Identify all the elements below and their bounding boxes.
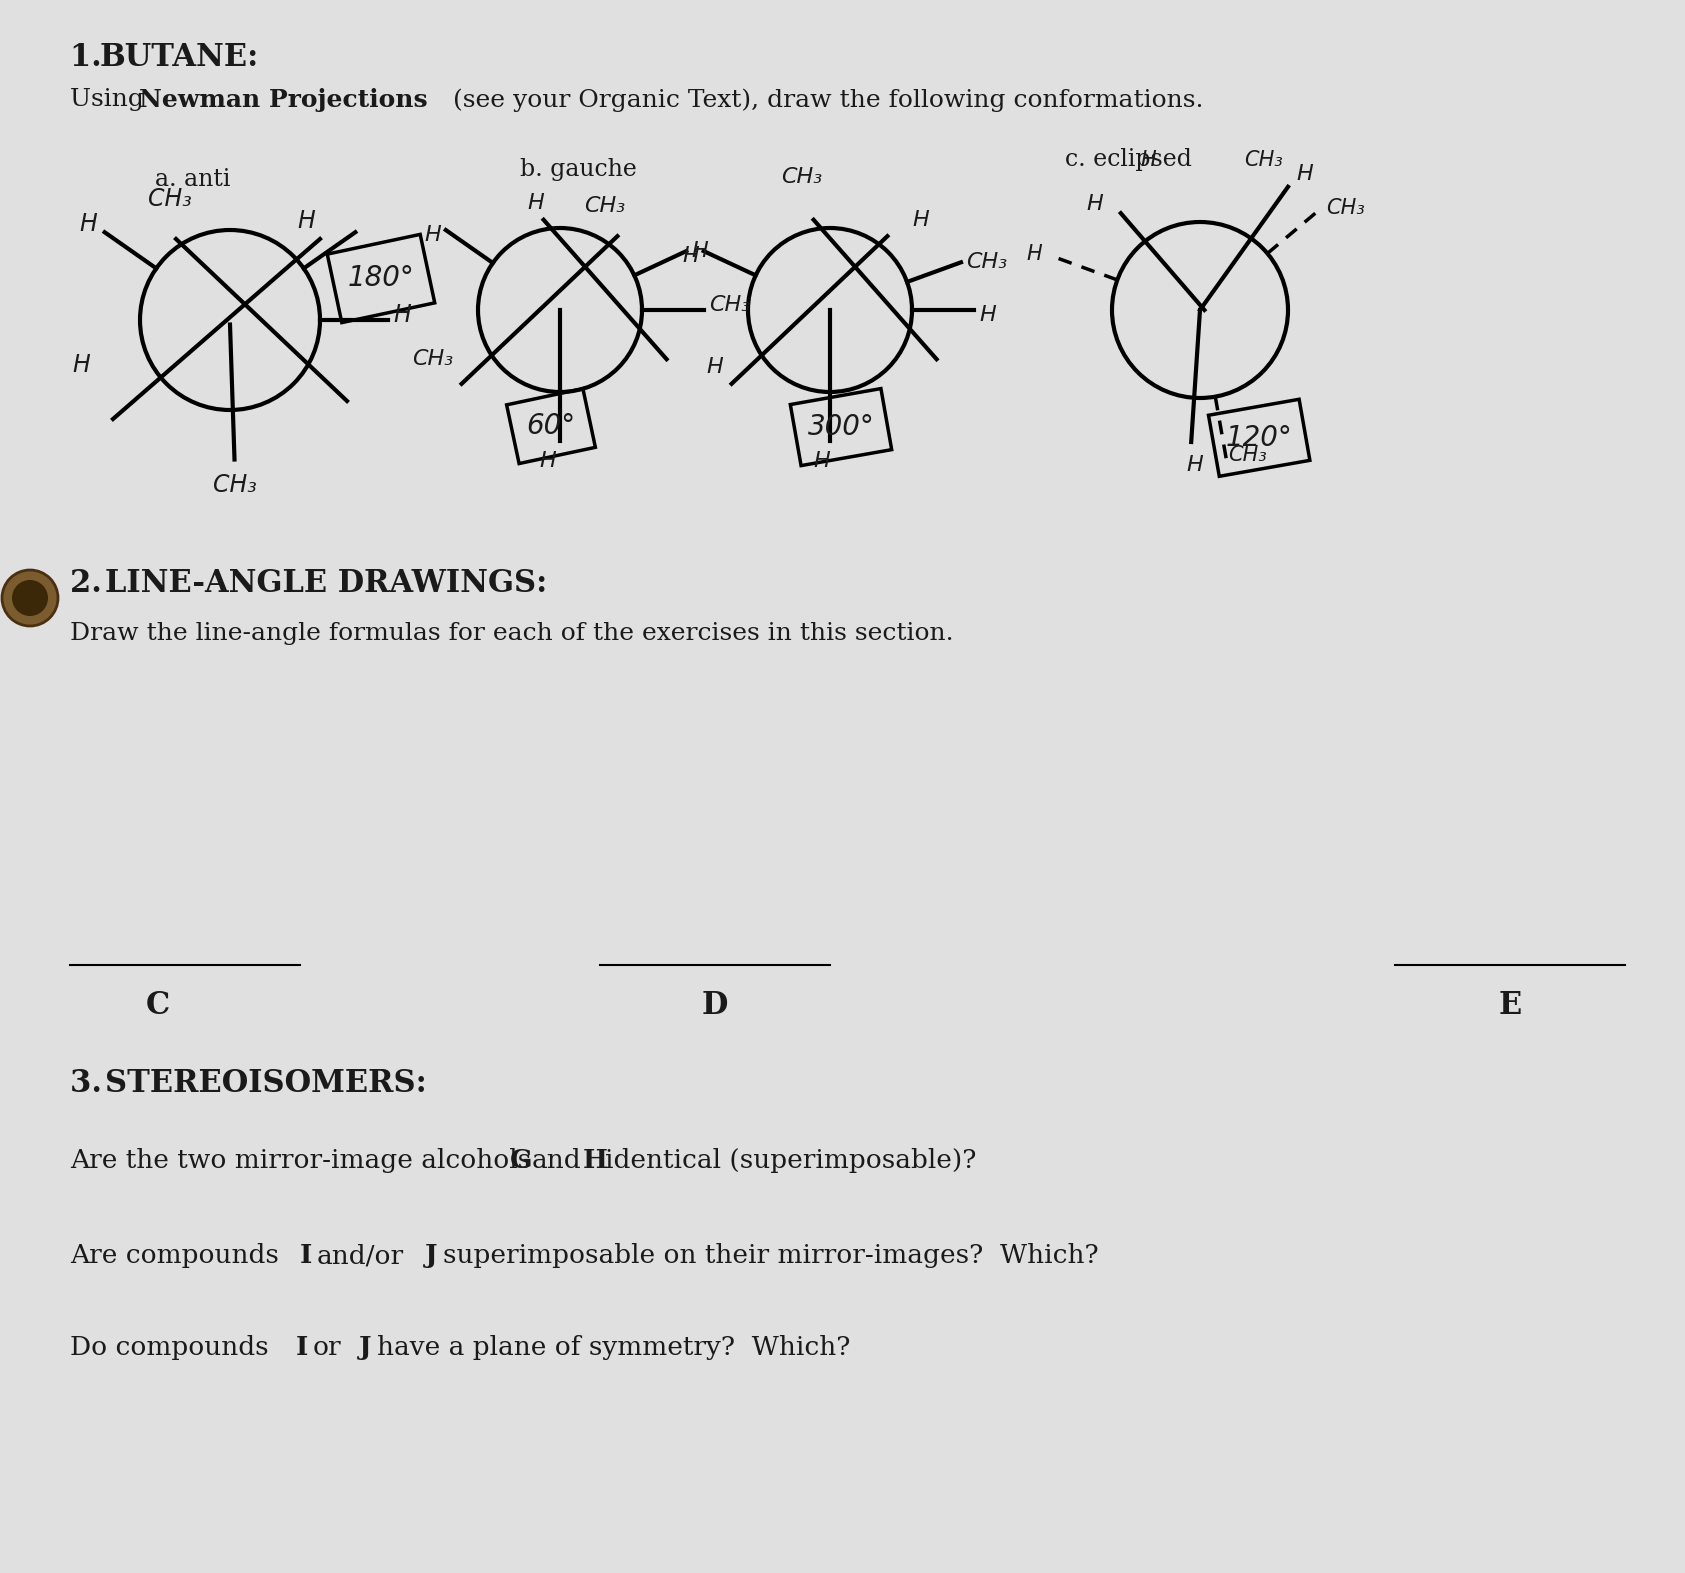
Text: CH₃: CH₃ [1228,445,1267,466]
Text: I: I [300,1243,312,1268]
Text: E: E [1498,989,1522,1021]
Text: H: H [79,212,96,236]
Text: CH₃: CH₃ [212,473,256,497]
Text: H: H [912,209,928,230]
Text: Are the two mirror-image alcohols: Are the two mirror-image alcohols [71,1148,539,1173]
Text: Are compounds: Are compounds [71,1243,286,1268]
Text: H: H [1026,244,1041,264]
Text: H: H [425,225,441,245]
Text: H: H [527,193,544,214]
Text: and: and [532,1148,581,1173]
Text: I: I [297,1335,308,1361]
Text: H: H [682,245,699,266]
Text: Do compounds: Do compounds [71,1335,276,1361]
Text: (see your Organic Text), draw the following conformations.: (see your Organic Text), draw the follow… [445,88,1203,112]
Text: H: H [72,352,91,378]
Text: 3.: 3. [71,1068,113,1100]
Text: H: H [691,241,708,261]
Text: H: H [1087,195,1104,214]
Text: H: H [583,1148,608,1173]
Text: 60°: 60° [526,412,576,440]
Text: CH₃: CH₃ [148,187,192,211]
Circle shape [2,569,57,626]
Text: H: H [298,209,315,233]
Text: H: H [706,357,723,378]
Text: H: H [979,305,996,326]
Circle shape [12,580,47,617]
Text: CH₃: CH₃ [709,296,750,315]
Text: J: J [359,1335,371,1361]
Text: LINE-ANGLE DRAWINGS:: LINE-ANGLE DRAWINGS: [104,568,548,599]
Text: CH₃: CH₃ [1326,198,1365,219]
Text: or: or [313,1335,342,1361]
Text: G: G [511,1148,532,1173]
Text: CH₃: CH₃ [413,349,453,370]
Text: Draw the line-angle formulas for each of the exercises in this section.: Draw the line-angle formulas for each of… [71,621,954,645]
Text: H: H [539,451,556,470]
Text: H: H [1141,151,1156,170]
Text: CH₃: CH₃ [780,167,822,187]
Text: H: H [1186,455,1203,475]
Text: C: C [147,989,170,1021]
Text: identical (superimposable)?: identical (superimposable)? [605,1148,976,1173]
Text: and/or: and/or [317,1243,404,1268]
Text: superimposable on their mirror-images?  Which?: superimposable on their mirror-images? W… [443,1243,1099,1268]
Text: 2.: 2. [71,568,113,599]
Text: H: H [1297,164,1314,184]
Text: Newman Projections: Newman Projections [138,88,428,112]
Text: 120°: 120° [1225,423,1292,451]
Text: Using: Using [71,88,152,112]
Text: BUTANE:: BUTANE: [99,42,259,72]
Text: H: H [394,304,411,327]
Text: CH₃: CH₃ [1244,151,1282,170]
Text: J: J [425,1243,438,1268]
Text: 300°: 300° [807,414,875,440]
Text: STEREOISOMERS:: STEREOISOMERS: [104,1068,426,1100]
Text: CH₃: CH₃ [585,195,625,216]
Text: H: H [814,451,831,470]
Text: a. anti: a. anti [155,168,231,190]
Text: 180°: 180° [347,264,415,293]
Text: b. gauche: b. gauche [521,157,637,181]
Text: D: D [703,989,728,1021]
Text: 1.: 1. [71,42,113,72]
Text: have a plane of symmetry?  Which?: have a plane of symmetry? Which? [377,1335,851,1361]
Text: c. eclipsed: c. eclipsed [1065,148,1191,171]
Text: CH₃: CH₃ [966,252,1008,272]
